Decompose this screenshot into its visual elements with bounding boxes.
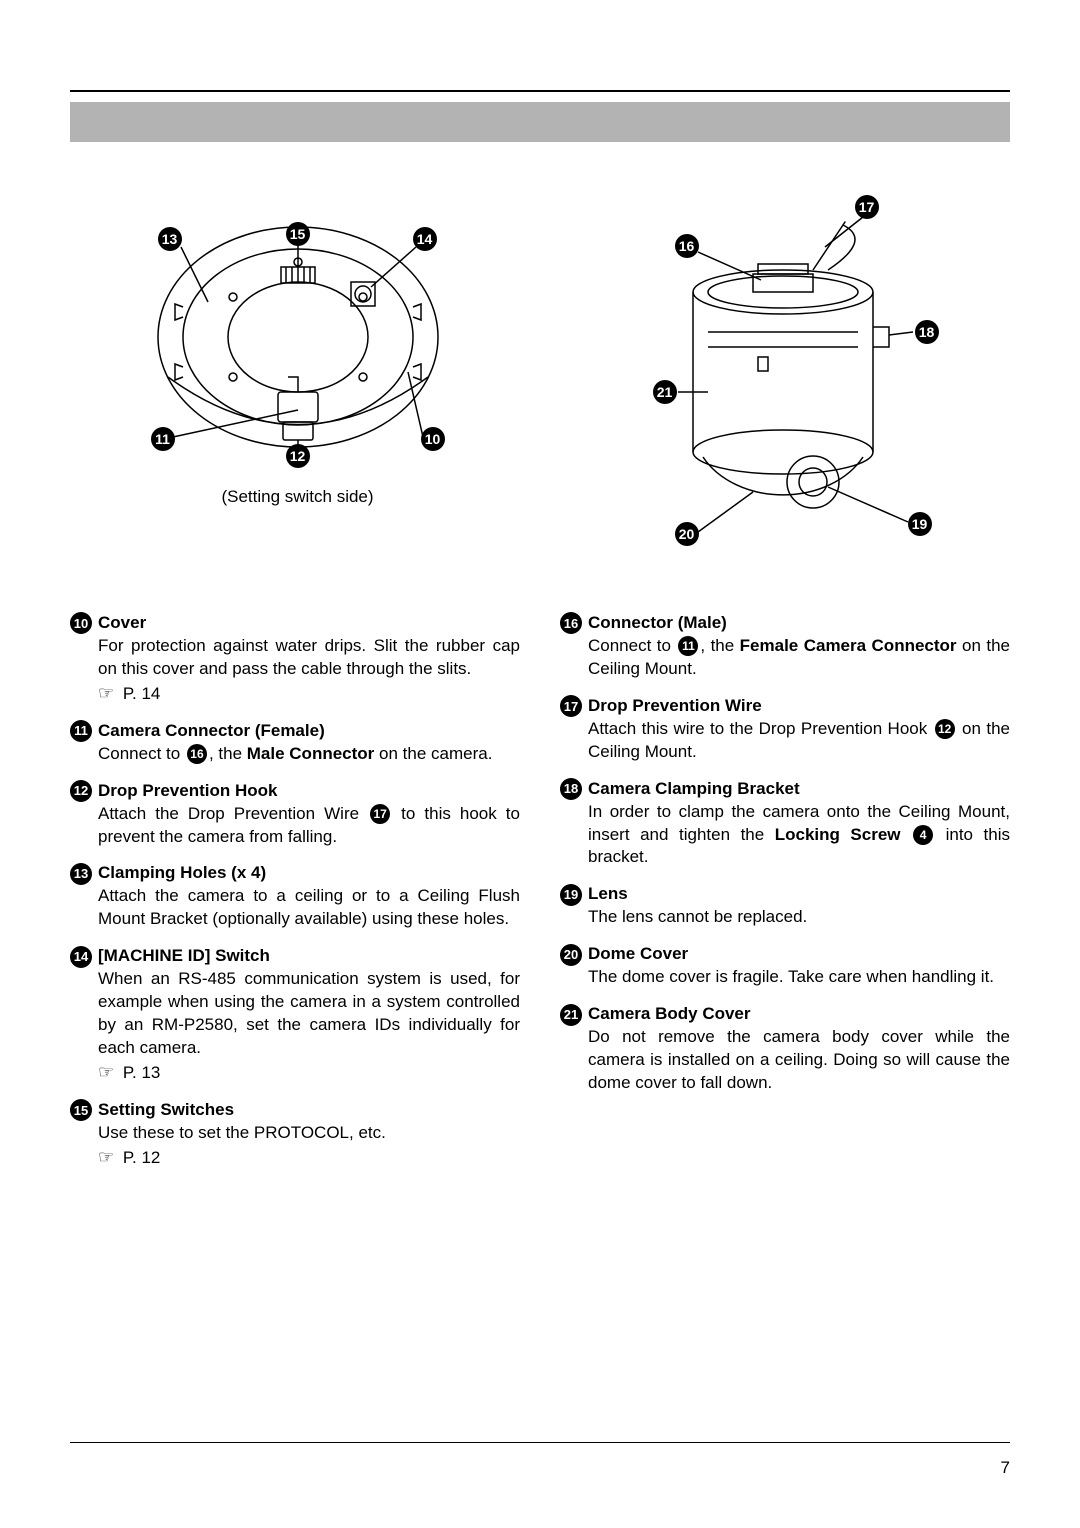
item-title: Lens (588, 883, 628, 906)
callout-20: 20 (675, 522, 699, 546)
inline-ref-icon: 17 (370, 804, 390, 824)
page-number: 7 (1001, 1458, 1010, 1478)
item-number-icon: 12 (70, 780, 92, 802)
description-item: 19 LensThe lens cannot be replaced. (560, 883, 1010, 929)
callout-16: 16 (675, 234, 699, 258)
callout-19: 19 (908, 512, 932, 536)
item-title: Drop Prevention Wire (588, 695, 762, 718)
item-title: Connector (Male) (588, 612, 727, 635)
callout-11: 11 (151, 427, 175, 451)
top-rule (70, 90, 1010, 92)
section-header-bar (70, 102, 1010, 142)
item-heading: 21 Camera Body Cover (560, 1003, 1010, 1026)
inline-ref-icon: 11 (678, 636, 698, 656)
item-title: Drop Prevention Hook (98, 780, 277, 803)
callout-14: 14 (413, 227, 437, 251)
page-reference: ☞ P. 12 (98, 1145, 520, 1170)
item-heading: 16 Connector (Male) (560, 612, 1010, 635)
item-heading: 11 Camera Connector (Female) (70, 720, 520, 743)
item-body: Attach the Drop Prevention Wire 17 to th… (70, 803, 520, 849)
bottom-rule (70, 1442, 1010, 1443)
pointer-icon: ☞ (98, 1062, 114, 1082)
figure-row: 13 15 14 11 12 10 (Setting switch side) (70, 192, 1010, 572)
figure-left-caption: (Setting switch side) (221, 487, 373, 507)
item-body: Connect to 16, the Male Connector on the… (70, 743, 520, 766)
pointer-icon: ☞ (98, 683, 114, 703)
item-number-icon: 13 (70, 863, 92, 885)
description-item: 20 Dome CoverThe dome cover is fragile. T… (560, 943, 1010, 989)
item-heading: 10 Cover (70, 612, 520, 635)
description-item: 17 Drop Prevention WireAttach this wire t… (560, 695, 1010, 764)
item-body: Do not remove the camera body cover whil… (560, 1026, 1010, 1095)
inline-ref-icon: 16 (187, 744, 207, 764)
item-number-icon: 11 (70, 720, 92, 742)
inline-ref-icon: 4 (913, 825, 933, 845)
item-body: Use these to set the PROTOCOL, etc.☞ P. … (70, 1122, 520, 1170)
description-item: 10 CoverFor protection against water drip… (70, 612, 520, 706)
item-body: Attach the camera to a ceiling or to a C… (70, 885, 520, 931)
item-heading: 18 Camera Clamping Bracket (560, 778, 1010, 801)
callout-10: 10 (421, 427, 445, 451)
item-number-icon: 14 (70, 946, 92, 968)
page-reference: ☞ P. 13 (98, 1060, 520, 1085)
item-title: Cover (98, 612, 146, 635)
item-body: Attach this wire to the Drop Prevention … (560, 718, 1010, 764)
description-item: 12 Drop Prevention HookAttach the Drop Pr… (70, 780, 520, 849)
description-columns: 10 CoverFor protection against water drip… (70, 612, 1010, 1184)
item-title: Clamping Holes (x 4) (98, 862, 266, 885)
item-heading: 13 Clamping Holes (x 4) (70, 862, 520, 885)
item-title: Camera Clamping Bracket (588, 778, 800, 801)
item-body: In order to clamp the camera onto the Ce… (560, 801, 1010, 870)
figure-left: 13 15 14 11 12 10 (Setting switch side) (70, 192, 525, 572)
description-item: 18 Camera Clamping BracketIn order to cla… (560, 778, 1010, 870)
item-title: [MACHINE ID] Switch (98, 945, 270, 968)
item-number-icon: 20 (560, 944, 582, 966)
item-number-icon: 10 (70, 612, 92, 634)
item-heading: 17 Drop Prevention Wire (560, 695, 1010, 718)
pointer-icon: ☞ (98, 1147, 114, 1167)
item-number-icon: 17 (560, 695, 582, 717)
description-item: 15 Setting SwitchesUse these to set the P… (70, 1099, 520, 1170)
item-number-icon: 21 (560, 1004, 582, 1026)
item-number-icon: 18 (560, 778, 582, 800)
item-title: Dome Cover (588, 943, 688, 966)
callout-17: 17 (855, 195, 879, 219)
description-item: 13 Clamping Holes (x 4)Attach the camera … (70, 862, 520, 931)
right-column: 16 Connector (Male)Connect to 11, the Fem… (560, 612, 1010, 1184)
item-heading: 20 Dome Cover (560, 943, 1010, 966)
item-title: Camera Connector (Female) (98, 720, 325, 743)
item-heading: 19 Lens (560, 883, 1010, 906)
left-column: 10 CoverFor protection against water drip… (70, 612, 520, 1184)
inline-ref-icon: 12 (935, 719, 955, 739)
figure-right: 16 17 18 21 20 19 (555, 192, 1010, 572)
item-body: When an RS-485 communication system is u… (70, 968, 520, 1085)
callout-18: 18 (915, 320, 939, 344)
item-title: Setting Switches (98, 1099, 234, 1122)
callout-15: 15 (286, 222, 310, 246)
description-item: 14 [MACHINE ID] SwitchWhen an RS-485 comm… (70, 945, 520, 1085)
description-item: 11 Camera Connector (Female)Connect to 16… (70, 720, 520, 766)
callout-13: 13 (158, 227, 182, 251)
item-title: Camera Body Cover (588, 1003, 751, 1026)
callout-12: 12 (286, 444, 310, 468)
item-number-icon: 16 (560, 612, 582, 634)
item-heading: 15 Setting Switches (70, 1099, 520, 1122)
item-number-icon: 15 (70, 1099, 92, 1121)
callout-21: 21 (653, 380, 677, 404)
item-number-icon: 19 (560, 884, 582, 906)
item-body: For protection against water drips. Slit… (70, 635, 520, 706)
item-body: Connect to 11, the Female Camera Connect… (560, 635, 1010, 681)
item-heading: 12 Drop Prevention Hook (70, 780, 520, 803)
description-item: 21 Camera Body CoverDo not remove the cam… (560, 1003, 1010, 1095)
item-heading: 14 [MACHINE ID] Switch (70, 945, 520, 968)
item-body: The dome cover is fragile. Take care whe… (560, 966, 1010, 989)
item-body: The lens cannot be replaced. (560, 906, 1010, 929)
description-item: 16 Connector (Male)Connect to 11, the Fem… (560, 612, 1010, 681)
page-reference: ☞ P. 14 (98, 681, 520, 706)
